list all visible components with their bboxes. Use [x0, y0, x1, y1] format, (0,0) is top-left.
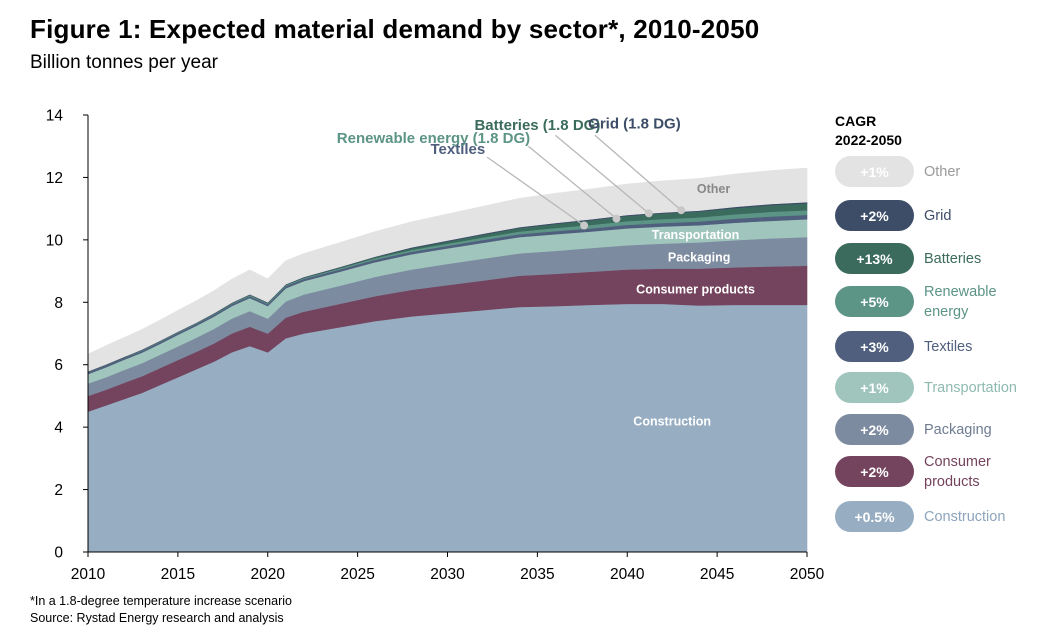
cagr-pill: +0.5%	[835, 501, 914, 532]
chart-title: Figure 1: Expected material demand by se…	[30, 14, 760, 44]
legend-item-label-line: products	[924, 473, 980, 490]
legend-item-label: Packaging	[924, 421, 992, 438]
footnote-scenario: *In a 1.8-degree temperature increase sc…	[30, 594, 292, 608]
legend-item: +5% Renewable energy	[835, 284, 1050, 320]
legend-item-label: Grid	[924, 207, 952, 224]
legend-item: +3% Textiles	[835, 331, 1050, 363]
legend-item-label-line: Renewable	[924, 283, 997, 300]
y-tick-label: 4	[54, 420, 63, 437]
y-tick-label: 12	[46, 170, 63, 187]
x-tick-label: 2010	[71, 566, 106, 583]
callout-dot-renewable-energy	[612, 214, 621, 223]
area-label-consumer-products: Consumer products	[636, 282, 755, 296]
x-tick-label: 2015	[161, 566, 195, 583]
area-label-construction: Construction	[633, 414, 711, 428]
area-label-transportation: Transportation	[652, 228, 740, 242]
legend-item: +0.5% Construction	[835, 501, 1050, 533]
legend-item-label: Batteries	[924, 250, 982, 267]
area-other	[87, 167, 808, 372]
x-tick-label: 2025	[340, 566, 374, 583]
y-tick-label: 0	[54, 545, 63, 562]
cagr-pill: +2%	[835, 414, 914, 445]
cagr-pill: +2%	[835, 456, 914, 487]
chart-subtitle: Billion tonnes per year	[30, 52, 218, 73]
cagr-pill: +13%	[835, 243, 914, 274]
legend-item: +2% Consumer products	[835, 454, 1050, 490]
area-label-packaging: Packaging	[668, 250, 731, 264]
legend-item-label: Consumer products	[924, 454, 991, 490]
area-label-other: Other	[697, 182, 730, 196]
legend-item: +2% Packaging	[835, 414, 1050, 446]
x-tick-label: 2040	[610, 566, 645, 583]
callout-label-batteries: Batteries (1.8 DG)	[474, 117, 600, 134]
y-tick-label: 2	[54, 482, 63, 499]
callout-dot-batteries	[644, 209, 653, 218]
callout-label-textiles: Textiles	[430, 141, 485, 158]
y-tick-label: 10	[46, 232, 64, 249]
legend-item-label: Textiles	[924, 338, 973, 355]
callout-leader-renewable-energy	[527, 145, 617, 220]
footnote-source: Source: Rystad Energy research and analy…	[30, 611, 284, 625]
cagr-pill: +1%	[835, 156, 914, 187]
y-tick-label: 6	[54, 357, 63, 374]
legend-item: +1% Transportation	[835, 372, 1050, 404]
y-tick-label: 8	[54, 295, 63, 312]
x-tick-label: 2035	[520, 566, 554, 583]
legend-item-label: Transportation	[924, 379, 1017, 396]
cagr-pill: +1%	[835, 372, 914, 403]
legend-item-label: Other	[924, 163, 961, 180]
callout-label-renewable-energy: Renewable energy (1.8 DG)	[337, 130, 530, 147]
cagr-pill: +3%	[835, 331, 914, 362]
legend-item-label: Renewable energy	[924, 284, 997, 320]
legend-header: CAGR 2022-2050	[835, 112, 902, 150]
callout-leader-batteries	[554, 134, 650, 214]
legend-item-label: Construction	[924, 508, 1006, 525]
callout-dot-grid	[677, 206, 686, 215]
legend-item: +1% Other	[835, 156, 1050, 188]
x-tick-label: 2045	[700, 566, 734, 583]
legend-item: +2% Grid	[835, 200, 1050, 232]
x-tick-label: 2020	[251, 566, 286, 583]
callout-dot-textiles	[580, 221, 589, 230]
callout-leader-grid	[594, 134, 682, 211]
x-tick-label: 2030	[430, 566, 465, 583]
x-tick-label: 2050	[790, 566, 825, 583]
callout-label-grid: Grid (1.8 DG)	[588, 115, 681, 132]
legend-header-cagr: CAGR	[835, 113, 877, 129]
callout-leader-textiles	[486, 156, 585, 227]
legend-item-label-line: Consumer	[924, 453, 991, 470]
legend-item: +13% Batteries	[835, 243, 1050, 275]
cagr-pill: +2%	[835, 200, 914, 231]
y-tick-label: 14	[46, 108, 64, 125]
cagr-pill: +5%	[835, 286, 914, 317]
legend-item-label-line: energy	[924, 303, 969, 320]
legend-header-period: 2022-2050	[835, 132, 902, 148]
